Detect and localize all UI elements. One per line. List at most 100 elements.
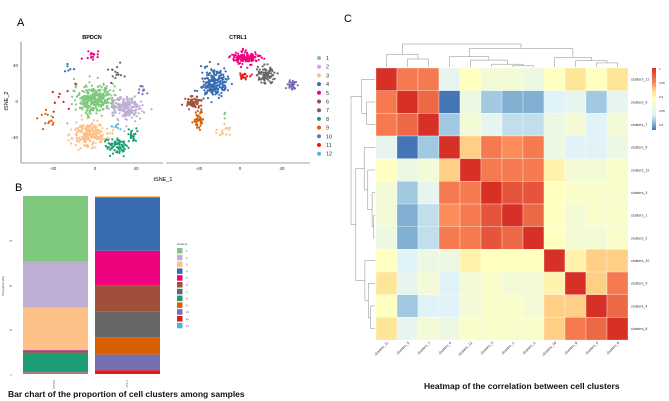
heatmap-cell: [606, 203, 629, 227]
tsne-point-cluster-10: [141, 85, 144, 88]
tsne-point-cluster-2: [124, 106, 127, 110]
tsne-point-cluster-2: [129, 108, 132, 111]
tsne-point-cluster-7: [273, 71, 276, 74]
heatmap-cell: [438, 67, 461, 91]
tsne-point-cluster-1: [95, 112, 98, 115]
tsne-point-cluster-3: [85, 136, 88, 139]
tsne-point-cluster-4: [206, 84, 209, 87]
tsne-point-cluster-2: [123, 130, 126, 133]
row-label: clusters_8: [631, 327, 647, 331]
heatmap-cell: [564, 158, 587, 182]
column-label: clusters_4: [585, 341, 599, 355]
tsne-point-cluster-3: [80, 135, 83, 138]
tsne-point-cluster-4: [215, 92, 218, 95]
tsne-point-cluster-3: [84, 144, 87, 147]
tsne-point-cluster-2: [123, 113, 126, 116]
dendrogram-branch: [366, 101, 375, 125]
tsne-point-cluster-6: [191, 99, 194, 102]
tsne-point-cluster-1: [101, 100, 104, 103]
tsne-point-cluster-3: [86, 132, 89, 135]
row-label: clusters_5: [631, 100, 647, 104]
y-tick-label: -40: [11, 135, 18, 140]
tsne-point-cluster-2: [120, 96, 123, 99]
heatmap-cell: [543, 181, 566, 205]
legend-key-12: [177, 322, 183, 329]
heatmap-cell: [543, 226, 566, 250]
tsne-point-cluster-6: [196, 98, 199, 101]
heatmap-cell: [438, 135, 461, 159]
tsne-point-cluster-3: [225, 133, 228, 136]
tsne-point-cluster-2: [127, 110, 130, 113]
tsne-point-cluster-5: [241, 59, 244, 62]
column-label: clusters_1: [501, 341, 515, 355]
tsne-point-cluster-8: [123, 140, 126, 143]
tsne-point-cluster-11: [239, 72, 242, 75]
heatmap-cell: [564, 317, 587, 341]
tsne-point-cluster-8: [116, 137, 119, 140]
tsne-point-cluster-11: [242, 76, 245, 79]
heatmap-cell: [564, 67, 587, 91]
tsne-point-cluster-1: [102, 102, 105, 105]
row-label: clusters_2: [631, 236, 647, 240]
tsne-point-cluster-4: [210, 74, 213, 77]
heatmap-cell: [522, 158, 545, 182]
heatmap-cell: [480, 181, 503, 205]
y-axis-label: Proportion [%]: [1, 276, 5, 295]
tsne-point-cluster-2: [114, 94, 117, 97]
tsne-point-cluster-1: [83, 95, 86, 98]
tsne-point-cluster-3: [92, 140, 95, 144]
dendrograms: [350, 43, 618, 329]
x-axis-label: tSNE_1: [154, 177, 173, 183]
tsne-point-cluster-1: [83, 85, 86, 89]
tsne-point-cluster-10: [141, 93, 144, 96]
tsne-point-cluster-2: [133, 103, 136, 106]
tsne-point-cluster-5: [233, 53, 236, 57]
tsne-point-cluster-4: [211, 79, 214, 82]
heatmap-cell: [501, 67, 524, 91]
tsne-point-cluster-4: [208, 80, 211, 83]
tsne-point-cluster-8: [120, 143, 123, 146]
heatmap-cell: [564, 113, 587, 137]
legend-label: 8: [326, 117, 329, 123]
y-axis-label: tSNE_2: [4, 92, 10, 111]
tsne-point-cluster-8: [120, 148, 123, 151]
tsne-point-cluster-9: [51, 116, 55, 119]
tsne-point-cluster-10: [142, 89, 145, 92]
tsne-point-cluster-3: [88, 132, 91, 136]
heatmap-cell: [501, 271, 524, 295]
tsne-point-cluster-3: [77, 148, 80, 151]
row-label: clusters_3: [631, 191, 647, 195]
tsne-point-cluster-3: [96, 129, 99, 132]
tsne-point-cluster-4: [211, 93, 214, 96]
dendrogram-branch: [363, 147, 375, 191]
tsne-point-cluster-9: [44, 122, 47, 125]
tsne-point-cluster-5: [241, 57, 244, 60]
tsne-point-cluster-4: [215, 84, 218, 88]
facet-title-bpdcn: BPDCN: [82, 35, 102, 41]
tsne-point-cluster-1: [50, 114, 53, 118]
legend-label: 8: [186, 297, 188, 301]
tsne-point-cluster-2: [118, 106, 121, 109]
tsne-point-cluster-2: [138, 105, 141, 108]
dendrogram-branch: [470, 59, 508, 67]
legend-key-1: [177, 248, 183, 254]
tsne-point-cluster-9: [51, 123, 54, 126]
tsne-point-cluster-1: [81, 106, 84, 109]
tsne-point-cluster-4: [215, 82, 218, 85]
tsne-point-cluster-4: [205, 65, 209, 68]
tsne-point-cluster-12: [114, 125, 117, 128]
tsne-point-cluster-10: [284, 87, 288, 90]
dendrogram-branch: [386, 54, 419, 67]
tsne-point-cluster-8: [118, 150, 121, 153]
heatmap-cell: [585, 113, 608, 137]
heatmap-cell: [543, 249, 566, 273]
tsne-point-cluster-2: [135, 115, 138, 118]
tsne-point-cluster-4: [205, 92, 208, 95]
tsne-point-cluster-2: [120, 103, 123, 106]
tsne-point-cluster-7: [271, 70, 274, 73]
heatmap-cell: [480, 271, 503, 295]
tsne-point-cluster-8: [127, 128, 130, 131]
column-label: clusters_10: [541, 341, 557, 357]
heatmap-cell: [585, 67, 608, 91]
heatmap-cell: [501, 294, 524, 318]
